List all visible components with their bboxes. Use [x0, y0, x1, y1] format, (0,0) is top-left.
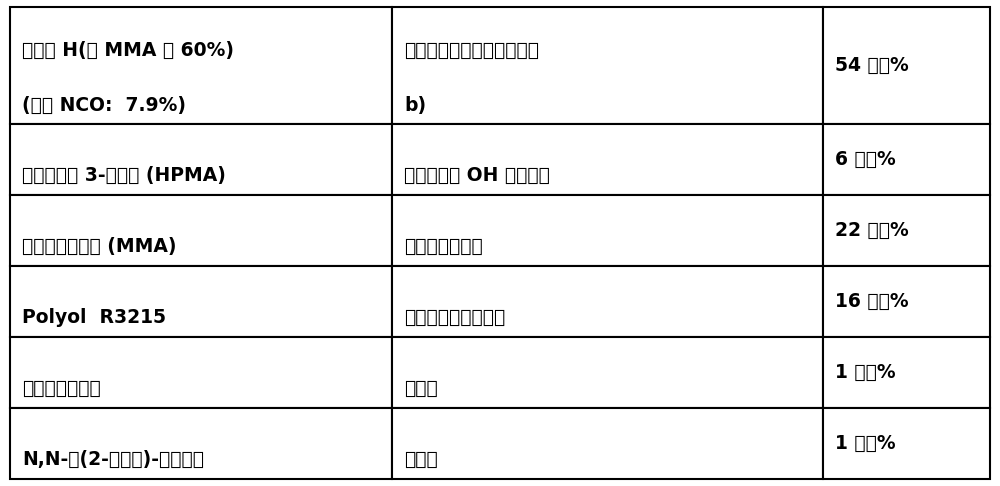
Bar — [392, 195, 823, 266]
Text: 引发剂: 引发剂 — [404, 379, 438, 398]
Text: 固化剂 H(在 MMA 中 60%): 固化剂 H(在 MMA 中 60%) — [22, 41, 234, 60]
Text: b): b) — [404, 96, 426, 115]
Text: 16 重量%: 16 重量% — [835, 292, 909, 311]
Text: 1 重量%: 1 重量% — [835, 434, 896, 453]
Bar — [10, 195, 392, 266]
Text: 树脂组分的单体: 树脂组分的单体 — [404, 237, 483, 256]
Text: 含脲二酮基团的固化剂组分: 含脲二酮基团的固化剂组分 — [404, 41, 539, 60]
Bar — [823, 124, 990, 195]
Bar — [392, 266, 823, 337]
Text: 22 重量%: 22 重量% — [835, 221, 909, 240]
Text: 树脂组分中的多元醇: 树脂组分中的多元醇 — [404, 308, 505, 327]
Bar — [10, 266, 392, 337]
Bar — [392, 7, 823, 124]
Bar — [823, 266, 990, 337]
Bar — [392, 124, 823, 195]
Text: Polyol  R3215: Polyol R3215 — [22, 308, 166, 327]
Bar — [823, 337, 990, 408]
Bar — [10, 408, 392, 479]
Text: 促进剂: 促进剂 — [404, 450, 438, 469]
Text: 过氧化二苯甲酰: 过氧化二苯甲酰 — [22, 379, 101, 398]
Text: 6 重量%: 6 重量% — [835, 150, 896, 170]
Bar — [10, 124, 392, 195]
Text: 甲基丙烯酸 3-羟丙酯 (HPMA): 甲基丙烯酸 3-羟丙酯 (HPMA) — [22, 166, 226, 185]
Bar — [823, 195, 990, 266]
Text: N,N-双(2-羟乙基)-对甲苯胺: N,N-双(2-羟乙基)-对甲苯胺 — [22, 450, 204, 469]
Text: (有效 NCO:  7.9%): (有效 NCO: 7.9%) — [22, 96, 186, 115]
Text: 树脂组分的 OH 官能单体: 树脂组分的 OH 官能单体 — [404, 166, 550, 185]
Bar — [823, 408, 990, 479]
Bar — [392, 408, 823, 479]
Bar — [823, 7, 990, 124]
Text: 1 重量%: 1 重量% — [835, 363, 896, 382]
Bar — [10, 7, 392, 124]
Bar — [10, 337, 392, 408]
Bar — [392, 337, 823, 408]
Text: 54 重量%: 54 重量% — [835, 56, 909, 75]
Text: 甲基丙烯酸甲酯 (MMA): 甲基丙烯酸甲酯 (MMA) — [22, 237, 176, 256]
